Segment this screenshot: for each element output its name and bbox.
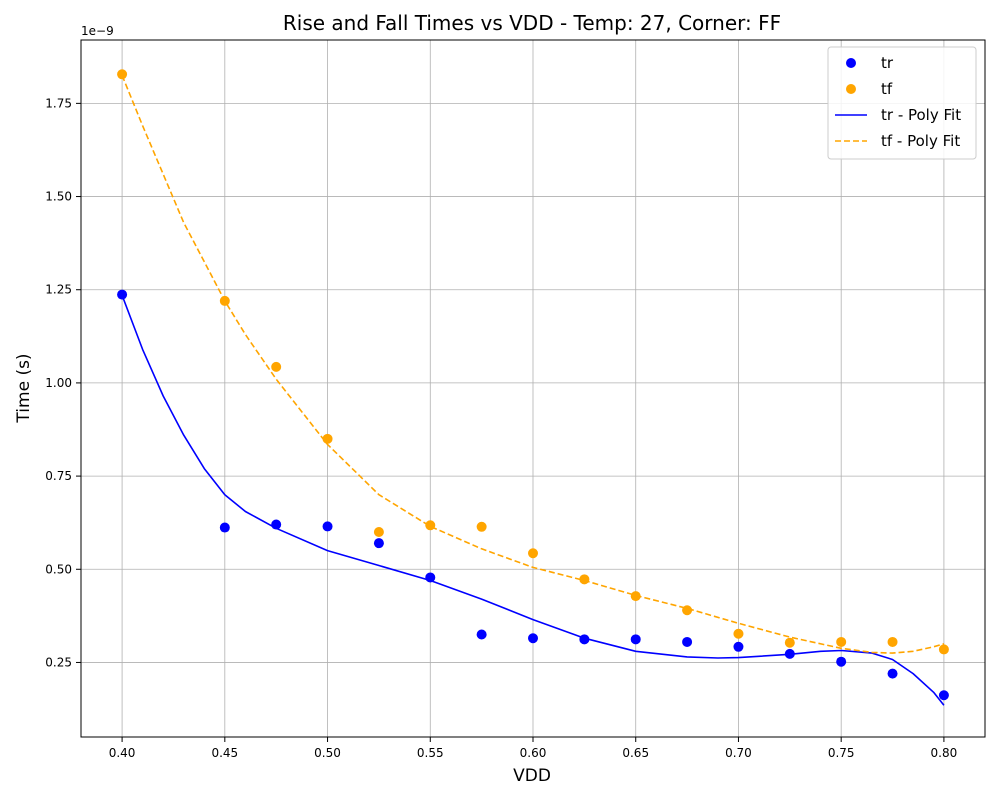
y-tick-label: 1.75: [45, 96, 72, 110]
x-tick-label: 0.55: [417, 746, 444, 760]
x-axis-label: VDD: [513, 766, 551, 786]
x-tick-label: 0.75: [828, 746, 855, 760]
point-tr: [373, 538, 384, 549]
fit-line-tf-poly-fit: [121, 75, 945, 654]
point-tr: [219, 522, 230, 533]
y-tick-label: 0.75: [45, 469, 72, 483]
x-tick-label: 0.65: [622, 746, 649, 760]
fit-line-tr-poly-fit: [121, 295, 945, 706]
point-tr: [117, 289, 128, 300]
point-tf: [117, 69, 128, 80]
point-tr: [425, 572, 436, 583]
point-tf: [682, 605, 693, 616]
point-tr: [682, 636, 693, 647]
legend-box: [827, 46, 977, 160]
x-tick-label: 0.80: [931, 746, 958, 760]
scatter-points: [117, 69, 949, 701]
point-tf: [733, 628, 744, 639]
y-offset-label: 1e−9: [81, 24, 114, 38]
point-tr: [271, 519, 282, 530]
point-tr: [784, 648, 795, 659]
legend-label: tf: [881, 80, 893, 98]
point-tf: [938, 644, 949, 655]
y-tick-label: 1.00: [45, 376, 72, 390]
legend-label: tf - Poly Fit: [881, 132, 960, 150]
y-axis-label: Time (s): [14, 353, 34, 423]
point-tr: [322, 521, 333, 532]
point-tf: [836, 636, 847, 647]
point-tf: [630, 591, 641, 602]
x-tick-label: 0.60: [520, 746, 547, 760]
chart-title: Rise and Fall Times vs VDD - Temp: 27, C…: [283, 11, 781, 35]
point-tf: [322, 433, 333, 444]
point-tf: [476, 521, 487, 532]
y-tick-label: 1.50: [45, 190, 72, 204]
point-tr: [733, 641, 744, 652]
point-tr: [528, 633, 538, 644]
point-tr: [938, 690, 949, 701]
point-tf: [219, 295, 230, 306]
point-tf: [784, 637, 795, 648]
point-tf: [373, 527, 384, 537]
legend-label: tr: [881, 54, 894, 72]
legend: tr tf tr - Poly Fit tf - Poly Fit: [827, 46, 977, 160]
point-tr: [630, 634, 641, 645]
y-tick-label: 0.50: [45, 562, 72, 576]
legend-marker-tf: [846, 84, 856, 94]
point-tf: [887, 636, 898, 647]
point-tr: [476, 629, 487, 640]
point-tr: [579, 634, 590, 645]
point-tf: [425, 520, 436, 531]
fit-lines: [121, 75, 945, 706]
point-tr: [836, 656, 847, 667]
x-tick-label: 0.45: [211, 746, 238, 760]
point-tr: [887, 668, 898, 679]
x-tick-label: 0.70: [725, 746, 752, 760]
legend-marker-tr: [846, 58, 856, 68]
y-tick-label: 1.25: [45, 283, 72, 297]
x-tick-label: 0.40: [109, 746, 136, 760]
x-tick-label: 0.50: [314, 746, 341, 760]
point-tf: [271, 361, 282, 372]
y-tick-label: 0.25: [45, 655, 72, 669]
point-tf: [579, 574, 590, 585]
axis-ticks: 0.40 0.45 0.50 0.55 0.60 0.65 0.70 0.75 0.80 0.25…: [45, 96, 957, 760]
legend-label: tr - Poly Fit: [881, 106, 961, 124]
point-tf: [528, 548, 538, 559]
